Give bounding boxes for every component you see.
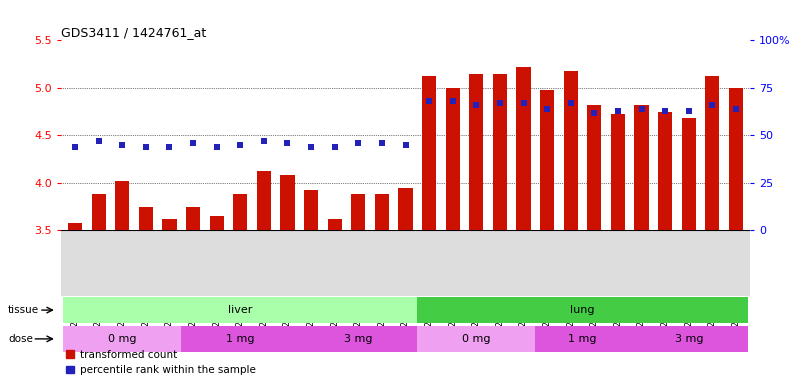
Bar [422,76,436,230]
FancyBboxPatch shape [418,326,535,352]
Bar [234,194,247,230]
Text: liver: liver [228,305,252,315]
Bar [493,74,507,230]
Text: lung: lung [570,305,594,315]
FancyBboxPatch shape [63,326,181,352]
Bar [634,105,649,230]
Bar [470,74,483,230]
Bar [115,181,129,230]
Bar [445,88,460,230]
FancyBboxPatch shape [630,326,748,352]
Bar [257,172,271,230]
FancyBboxPatch shape [535,326,630,352]
FancyBboxPatch shape [299,326,418,352]
Bar [658,112,672,230]
Bar [682,118,696,230]
Bar [351,194,366,230]
Legend: transformed count, percentile rank within the sample: transformed count, percentile rank withi… [66,350,255,375]
Text: 3 mg: 3 mg [344,334,372,344]
Bar [540,90,554,230]
Bar [304,190,318,230]
Bar [281,175,294,230]
Text: tissue: tissue [8,305,39,315]
Bar [398,188,413,230]
FancyBboxPatch shape [181,326,299,352]
Bar [139,207,153,230]
Bar [92,194,105,230]
Text: 0 mg: 0 mg [108,334,136,344]
Bar [517,67,530,230]
Bar [706,76,719,230]
Text: 1 mg: 1 mg [569,334,597,344]
Bar [209,216,224,230]
Text: 1 mg: 1 mg [226,334,255,344]
Bar [611,114,625,230]
Text: 3 mg: 3 mg [675,334,703,344]
FancyBboxPatch shape [418,297,748,323]
Bar [186,207,200,230]
Bar [729,88,743,230]
Bar [68,223,82,230]
Bar [328,219,341,230]
Text: 0 mg: 0 mg [462,334,491,344]
Bar [375,194,389,230]
Text: dose: dose [8,334,33,344]
Bar [564,71,577,230]
Bar [162,219,177,230]
Bar [587,105,602,230]
FancyBboxPatch shape [63,297,418,323]
Text: GDS3411 / 1424761_at: GDS3411 / 1424761_at [61,26,206,39]
